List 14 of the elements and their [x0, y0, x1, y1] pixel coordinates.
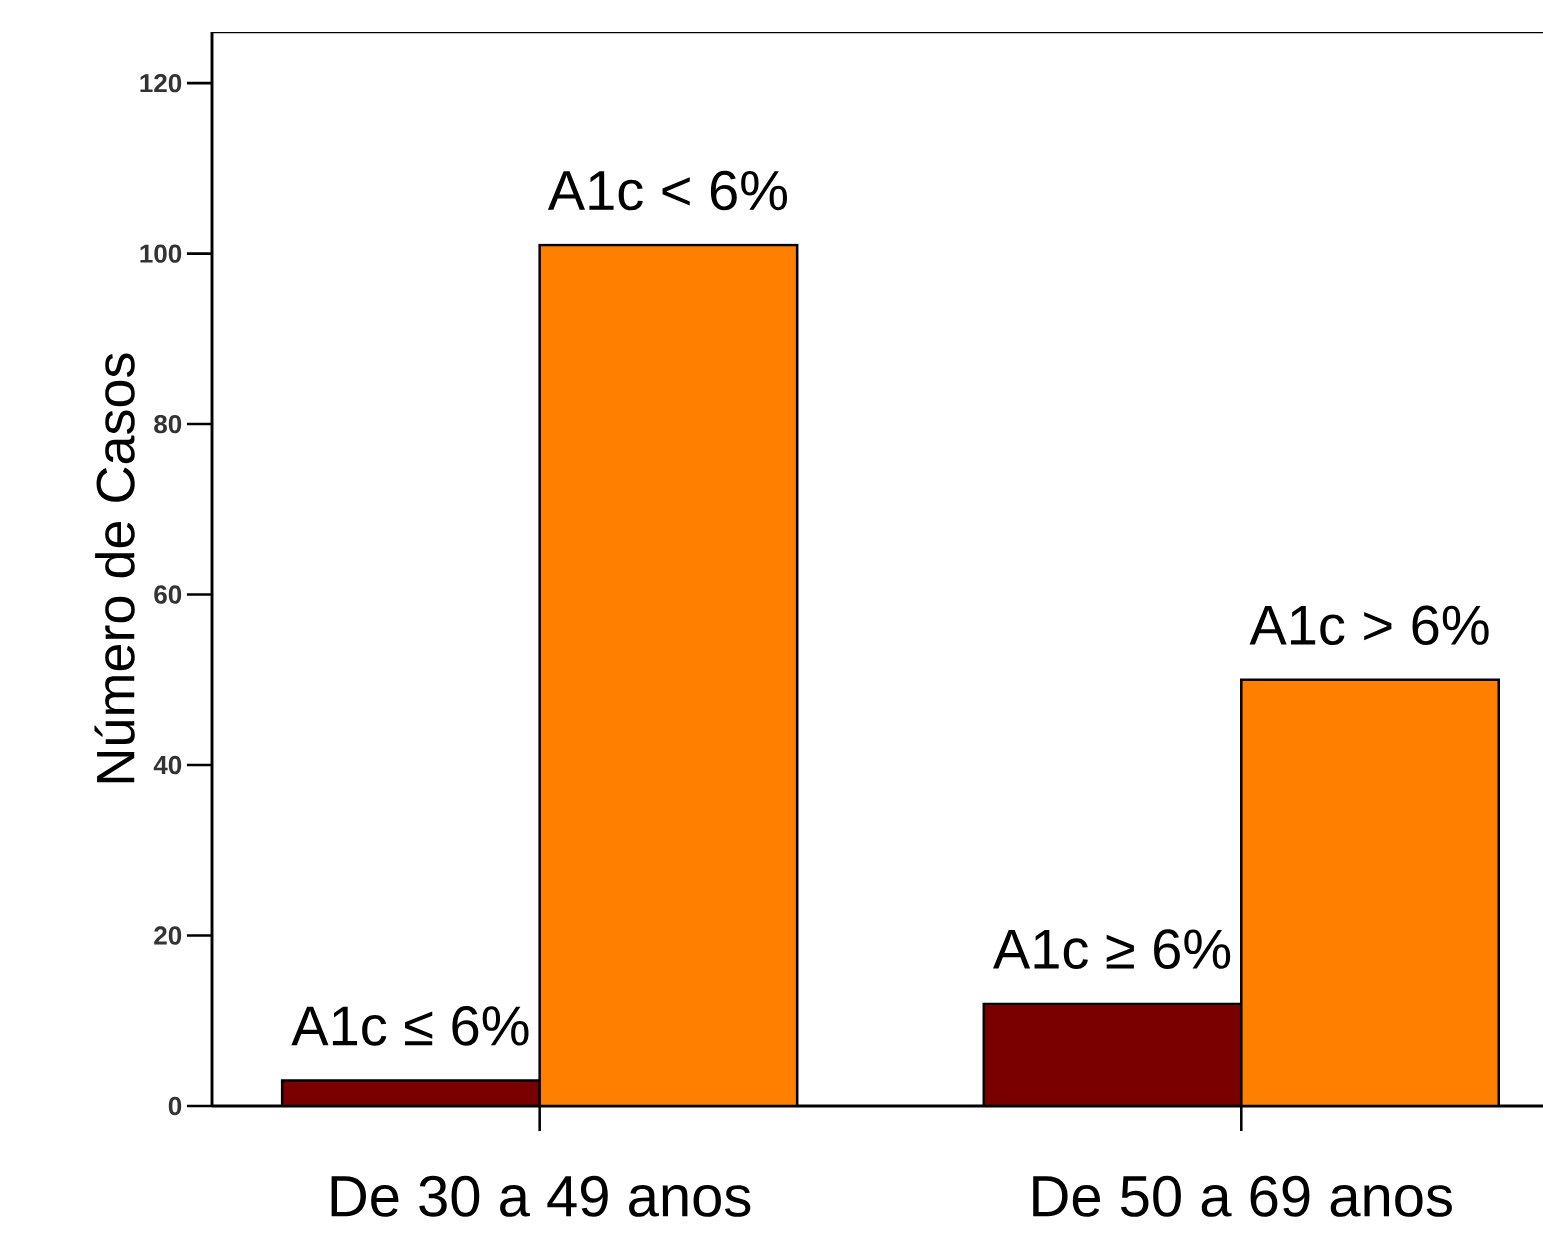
- y-tick-label: 20: [154, 926, 182, 945]
- y-tick-label: 80: [154, 414, 182, 434]
- y-axis-title: Número de Casos: [94, 353, 135, 783]
- annotation: A1c < 6%: [547, 170, 787, 211]
- y-tick-label: 120: [140, 73, 182, 93]
- y-tick-label: 100: [140, 244, 182, 263]
- y-tick-label: 40: [153, 755, 182, 775]
- annotation: A1c ≤ 6%: [291, 1006, 529, 1046]
- annotation: A1c ≥ 6%: [993, 929, 1231, 969]
- y-tick-label: 60: [154, 585, 182, 604]
- x-tick-label: De 50 a 69 anos: [1033, 1175, 1452, 1217]
- x-tick-label: De 30 a 49 anos: [331, 1175, 751, 1217]
- y-tick-label: 0: [168, 1096, 182, 1116]
- annotation: A1c > 6%: [1249, 605, 1489, 646]
